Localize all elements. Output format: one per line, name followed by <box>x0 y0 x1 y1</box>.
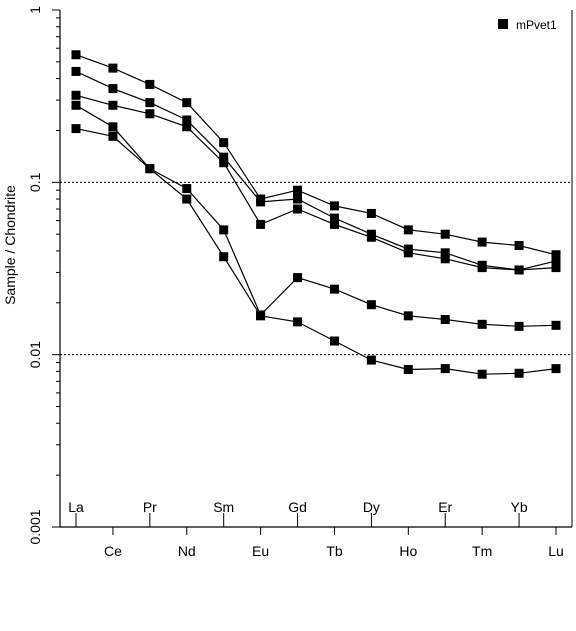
data-point-1-Er <box>440 248 450 258</box>
y-axis-ticks: 0.001 0.01 0.1 1 <box>27 6 60 545</box>
data-point-2-La <box>71 90 81 100</box>
x-axis-ticks: La Ce Pr Nd Sm Eu Gd Tb Dy Ho Er Tm Yb Lu <box>68 499 564 559</box>
data-point-3-Yb <box>514 321 524 331</box>
reference-lines <box>60 181 572 356</box>
data-point-0-Tb <box>329 201 339 211</box>
y-tick-label: 0.01 <box>27 341 43 368</box>
x-tick-label-Lu: Lu <box>548 543 564 559</box>
data-point-2-Er <box>440 254 450 264</box>
data-point-1-Sm <box>219 152 229 162</box>
x-tick-label-La: La <box>68 499 84 515</box>
data-point-2-Tm <box>477 263 487 273</box>
data-point-0-Nd <box>182 98 192 108</box>
data-point-2-Eu <box>256 219 266 229</box>
data-point-1-Eu <box>256 197 266 207</box>
data-point-0-Ce <box>108 63 118 73</box>
data-point-3-Ho <box>403 311 413 321</box>
data-point-0-Yb <box>514 240 524 250</box>
data-point-0-Sm <box>219 138 229 148</box>
data-point-1-La <box>71 66 81 76</box>
x-tick-label-Er: Er <box>438 499 452 515</box>
series-line-1 <box>75 70 557 271</box>
data-point-1-Pr <box>145 98 155 108</box>
data-point-3-Nd <box>182 184 192 194</box>
data-point-2-Gd <box>293 204 303 214</box>
x-tick-label-Gd: Gd <box>288 499 307 515</box>
data-point-4-Eu <box>256 311 266 321</box>
data-point-3-Lu <box>551 320 561 330</box>
data-point-4-Tm <box>477 369 487 379</box>
data-point-4-Er <box>440 364 450 374</box>
data-point-0-Gd <box>293 185 303 195</box>
data-point-4-Yb <box>514 368 524 378</box>
data-point-0-Ho <box>403 225 413 235</box>
data-point-3-Er <box>440 314 450 324</box>
data-point-3-Gd <box>293 273 303 283</box>
y-axis-title: Sample / Chondrite <box>2 185 18 305</box>
data-point-0-Dy <box>366 208 376 218</box>
data-point-2-Sm <box>219 158 229 168</box>
y-tick-label: 0.1 <box>27 172 43 192</box>
data-point-2-Lu <box>551 263 561 273</box>
data-point-3-Dy <box>366 300 376 310</box>
x-tick-label-Nd: Nd <box>178 543 196 559</box>
data-point-0-Lu <box>551 250 561 260</box>
data-point-2-Pr <box>145 109 155 119</box>
series-line-0 <box>75 54 557 256</box>
data-point-2-Yb <box>514 265 524 275</box>
data-point-2-Nd <box>182 122 192 132</box>
data-point-3-La <box>71 100 81 110</box>
x-tick-label-Ho: Ho <box>399 543 417 559</box>
data-point-2-Ho <box>403 248 413 258</box>
data-point-0-La <box>71 50 81 60</box>
series-line-3 <box>75 104 557 327</box>
legend: mPvet1 <box>498 18 557 32</box>
x-tick-label-Eu: Eu <box>252 543 269 559</box>
data-point-2-Ce <box>108 100 118 110</box>
data-point-3-Ce <box>108 122 118 132</box>
x-tick-label-Tb: Tb <box>326 543 343 559</box>
data-point-1-Tb <box>329 213 339 223</box>
data-point-2-Dy <box>366 232 376 242</box>
legend-marker <box>498 19 508 29</box>
x-tick-label-Pr: Pr <box>143 499 157 515</box>
series-line-2 <box>75 94 557 271</box>
data-point-2-Tb <box>329 219 339 229</box>
data-point-3-Sm <box>219 225 229 235</box>
data-point-4-Nd <box>182 194 192 204</box>
series-line-4 <box>75 128 557 375</box>
data-point-4-La <box>71 124 81 134</box>
data-point-4-Lu <box>551 364 561 374</box>
data-point-4-Ce <box>108 131 118 141</box>
data-point-1-Ce <box>108 84 118 94</box>
data-point-3-Tm <box>477 319 487 329</box>
data-point-4-Pr <box>145 164 155 174</box>
data-point-4-Dy <box>366 355 376 365</box>
plot-frame <box>59 10 573 528</box>
y-tick-label: 0.001 <box>27 509 43 544</box>
x-tick-label-Yb: Yb <box>511 499 528 515</box>
data-point-3-Tb <box>329 284 339 294</box>
data-point-0-Er <box>440 229 450 239</box>
series-layer <box>71 50 561 379</box>
data-point-4-Sm <box>219 252 229 262</box>
legend-label: mPvet1 <box>516 18 557 32</box>
data-point-1-Nd <box>182 115 192 125</box>
x-tick-label-Sm: Sm <box>213 499 234 515</box>
x-tick-label-Tm: Tm <box>472 543 492 559</box>
data-point-1-Lu <box>551 256 561 266</box>
x-tick-label-Dy: Dy <box>363 499 380 515</box>
data-point-4-Tb <box>329 336 339 346</box>
y-tick-label: 1 <box>27 6 43 14</box>
data-point-1-Gd <box>293 194 303 204</box>
data-point-4-Gd <box>293 317 303 327</box>
data-point-0-Tm <box>477 237 487 247</box>
x-tick-label-Ce: Ce <box>104 543 122 559</box>
data-point-4-Ho <box>403 365 413 375</box>
data-point-0-Pr <box>145 79 155 89</box>
